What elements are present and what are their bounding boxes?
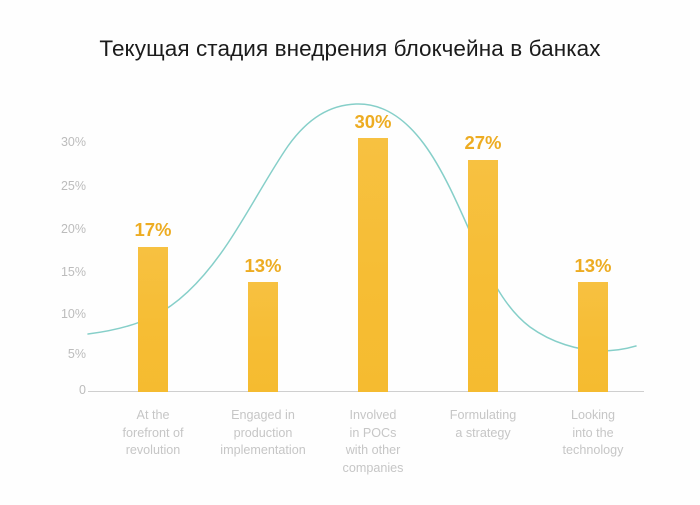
y-tick-label-5: 5% (67, 347, 86, 361)
bar-at-the-forefront-of-revolution[interactable] (138, 247, 168, 392)
category-label-1-line-3: revolution (125, 443, 181, 457)
bar-value-label-1: 17% (134, 219, 172, 240)
y-tick-label-15: 15% (60, 265, 86, 279)
bar-engaged-in-production-implementation[interactable] (248, 282, 278, 392)
category-label-4: Formulating a strategy (421, 407, 545, 442)
category-label-2: Engaged in production implementation (201, 407, 325, 460)
bar-value-label-5: 13% (574, 255, 612, 276)
category-label-1: At the forefront of revolution (91, 407, 215, 460)
category-label-5-line-2: into the (572, 425, 614, 440)
category-label-3: Involved in POCs with other companies (311, 407, 435, 477)
category-label-5-line-3: technology (562, 443, 624, 457)
bar-involved-in-pocs-with-other-companies[interactable] (358, 138, 388, 392)
bar-value-label-4: 27% (464, 132, 502, 153)
category-label-3-line-3: with other (345, 443, 401, 457)
chart-title: Текущая стадия внедрения блокчейна в бан… (99, 36, 601, 61)
y-tick-label-25: 25% (60, 179, 86, 193)
category-label-1-line-1: At the (136, 408, 170, 422)
category-label-3-line-4: companies (342, 460, 404, 475)
y-tick-label-20: 20% (60, 222, 86, 236)
category-label-5-line-1: Looking (570, 408, 616, 422)
bar-value-label-2: 13% (244, 255, 282, 276)
y-tick-label-30: 30% (60, 135, 86, 149)
category-label-3-line-1: Involved (349, 408, 397, 422)
category-label-2-line-2: production (233, 425, 293, 440)
y-tick-label-10: 10% (60, 307, 86, 321)
bar-value-label-3: 30% (354, 111, 392, 132)
category-label-4-line-2: a strategy (455, 425, 511, 440)
y-tick-label-0: 0 (79, 383, 86, 397)
category-label-3-line-2: in POCs (349, 425, 397, 440)
category-label-2-line-1: Engaged in (231, 408, 295, 422)
bar-formulating-a-strategy[interactable] (468, 160, 498, 392)
y-axis: 30% 25% 20% 15% 10% 5% 0 (28, 0, 86, 505)
bar-looking-into-the-technology[interactable] (578, 282, 608, 392)
category-label-5: Looking into the technology (531, 407, 655, 460)
category-label-4-line-1: Formulating (449, 408, 517, 422)
category-label-1-line-2: forefront of (122, 425, 184, 440)
category-label-2-line-3: implementation (220, 443, 306, 457)
